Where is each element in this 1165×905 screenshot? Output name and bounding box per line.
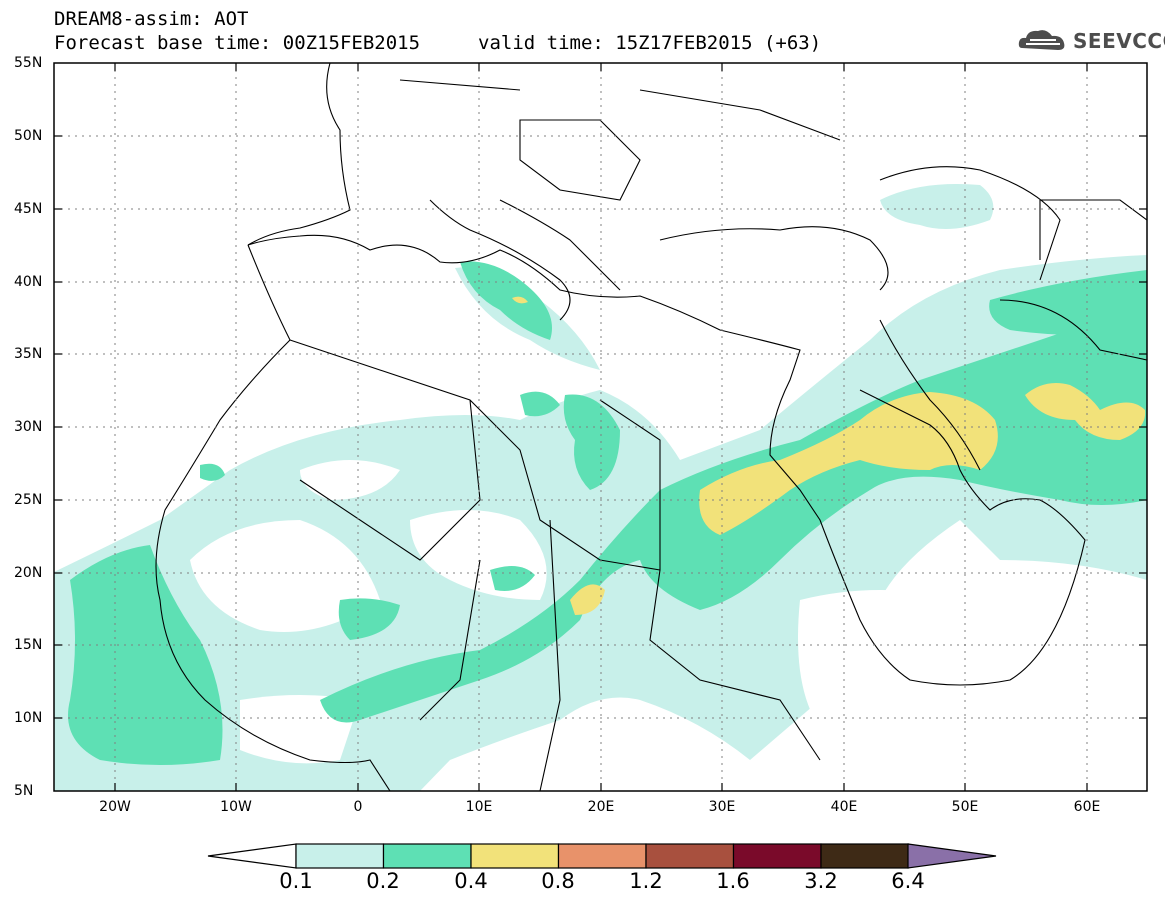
lon-label: 40E [830, 799, 858, 815]
lat-label: 20N [14, 565, 43, 581]
lat-label: 30N [14, 419, 43, 435]
lon-label: 50E [951, 799, 979, 815]
lon-label: 0 [353, 799, 363, 815]
lon-label: 10W [220, 799, 252, 815]
aot-fields [54, 184, 1147, 791]
logo-text: SEEVCCC [1073, 29, 1165, 53]
lat-label: 50N [14, 128, 43, 144]
colorbar-label: 1.2 [629, 869, 663, 893]
lat-label: 35N [14, 346, 43, 362]
lon-label: 60E [1073, 799, 1101, 815]
lat-label: 10N [14, 710, 43, 726]
lon-label: 30E [708, 799, 736, 815]
colorbar-label: 6.4 [891, 869, 925, 893]
colorbar-label: 0.8 [541, 869, 575, 893]
lon-label: 20W [99, 799, 131, 815]
coastlines [155, 63, 1147, 791]
lat-label: 15N [14, 637, 43, 653]
map-title: DREAM8-assim: AOT [54, 8, 249, 30]
lat-label: 45N [14, 201, 43, 217]
colorbar-label: 0.2 [366, 869, 400, 893]
lat-label: 55N [14, 55, 43, 71]
colorbar-label: 0.1 [279, 869, 313, 893]
aot-level-0.4 [512, 296, 1146, 615]
colorbar-label: 3.2 [804, 869, 838, 893]
lat-label: 25N [14, 492, 43, 508]
valid-time: valid time: 15Z17FEB2015 (+63) [478, 32, 822, 54]
lon-label: 10E [465, 799, 493, 815]
cloud-icon [1018, 30, 1065, 50]
axis-ticks [54, 63, 1147, 791]
lat-label: 5N [14, 783, 34, 799]
lat-label: 40N [14, 274, 43, 290]
graticule [54, 63, 1147, 791]
colorbar-label: 0.4 [454, 869, 488, 893]
lon-label: 20E [587, 799, 615, 815]
forecast-base-time: Forecast base time: 00Z15FEB2015 [54, 32, 421, 54]
colorbar-label: 1.6 [716, 869, 750, 893]
